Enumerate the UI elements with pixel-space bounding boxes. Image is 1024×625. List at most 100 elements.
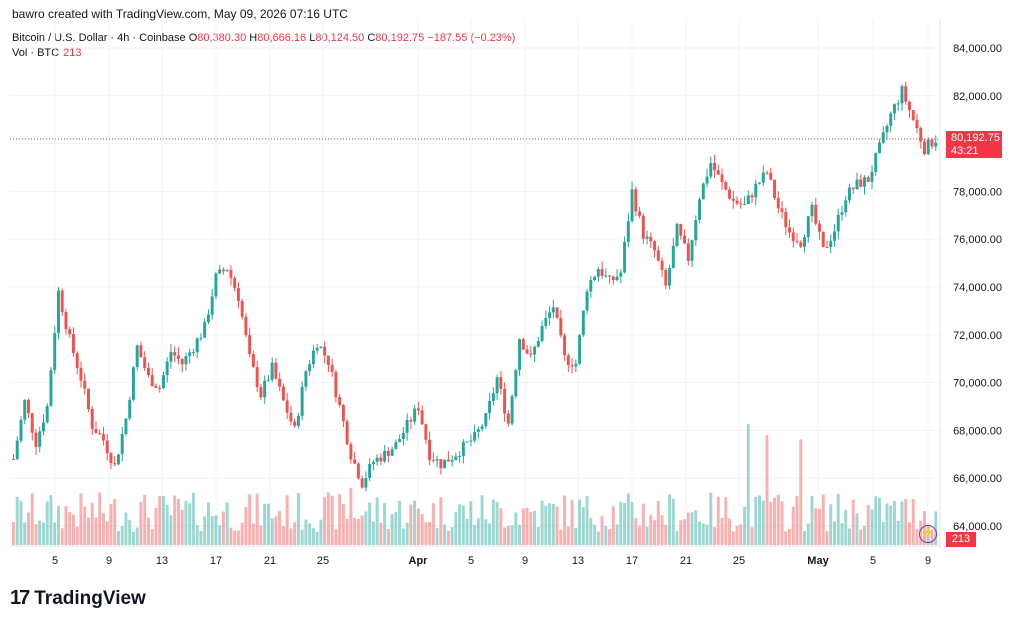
candle-body [930, 139, 934, 147]
candle-body [461, 441, 465, 456]
volume-bar [904, 498, 908, 545]
candle-body [776, 197, 780, 209]
volume-bar [611, 506, 615, 545]
volume-bar [596, 531, 600, 545]
candle-body [814, 204, 818, 224]
volume-bar [285, 495, 289, 545]
candle-body [641, 215, 645, 239]
volume-bar [109, 504, 113, 545]
y-tick-label: 68,000.00 [953, 425, 1002, 437]
volume-bar [716, 496, 720, 545]
candle-body [360, 478, 364, 488]
x-tick-label: May [807, 555, 829, 567]
chart-header: bawro created with TradingView.com, May … [12, 7, 348, 21]
volume-bar [90, 502, 94, 545]
volume-bar [878, 497, 881, 545]
candle-body [634, 189, 638, 212]
volume-bar [911, 498, 915, 545]
candle-body [428, 439, 432, 461]
candle-body [34, 432, 38, 447]
volume-bar [135, 527, 139, 545]
candle-body [533, 346, 537, 355]
candle-body [900, 86, 904, 104]
candle-body [619, 272, 623, 277]
candle-body [608, 275, 612, 277]
volume-bar [458, 504, 462, 545]
candle-body [495, 377, 499, 394]
candle-body [911, 110, 915, 120]
candle-body [735, 200, 739, 204]
candle-body [131, 367, 135, 400]
candle-body [878, 142, 881, 154]
candle-body [551, 307, 555, 313]
candle-body [870, 171, 874, 182]
volume-bar [360, 515, 364, 545]
volume-bar [660, 515, 664, 545]
volume-bar [308, 523, 312, 545]
candle-body [701, 183, 705, 200]
candle-body [630, 189, 634, 222]
candle-body [19, 419, 23, 441]
volume-bar [544, 505, 548, 545]
volume-bar [578, 499, 582, 545]
candle-body [488, 400, 492, 414]
volume-bar [251, 523, 255, 545]
volume-bar [34, 524, 38, 545]
volume-bar [105, 521, 109, 545]
candle-body [101, 434, 105, 441]
y-tick-label: 70,000.00 [953, 378, 1002, 390]
volume-bar [555, 506, 559, 545]
volume-bar [600, 515, 604, 545]
x-tick-label: Apr [409, 555, 429, 567]
candle-body [859, 179, 863, 187]
x-tick-label: 5 [52, 555, 58, 567]
volume-bar [859, 529, 863, 545]
volume-bar [683, 519, 687, 545]
volume-bar [409, 504, 413, 545]
candle-body [41, 422, 45, 432]
volume-label[interactable]: Vol · BTC [12, 47, 60, 59]
candle-body [225, 269, 229, 272]
volume-bar [266, 503, 270, 545]
volume-bar [191, 492, 195, 545]
candle-body [26, 399, 30, 414]
candle-body [210, 296, 214, 315]
volume-bar [443, 524, 447, 545]
volume-bar [581, 507, 585, 545]
volume-bar [364, 511, 368, 545]
volume-bar [38, 520, 42, 545]
candle-body [98, 433, 102, 435]
volume-bar [413, 500, 417, 545]
volume-bar [139, 501, 143, 545]
volume-bar [199, 530, 203, 545]
candle-body [671, 245, 675, 269]
candle-body [660, 260, 664, 270]
low-label: L [309, 32, 316, 44]
candle-body [578, 335, 582, 364]
watermark-text: TradingView [34, 587, 146, 609]
candle-body [278, 378, 282, 387]
candle-body [653, 241, 657, 251]
candle-body [581, 310, 585, 336]
volume-bar [94, 517, 98, 545]
x-tick-label: 5 [870, 555, 876, 567]
x-tick-label: 9 [522, 555, 528, 567]
candle-body [623, 242, 627, 273]
sparkle-icon[interactable]: ⚡ [919, 525, 937, 543]
candle-body [401, 432, 405, 440]
candle-body [420, 410, 424, 425]
volume-bar [889, 505, 893, 545]
candle-body [435, 459, 439, 461]
candle-body [195, 338, 199, 353]
candle-body [128, 399, 132, 419]
candle-body [754, 183, 758, 198]
candle-body [904, 86, 908, 102]
candle-body [203, 322, 207, 338]
volume-bar [180, 509, 184, 545]
candle-body [713, 163, 717, 171]
candle-body [829, 240, 833, 248]
volume-bar [503, 527, 507, 545]
x-tick-label: 13 [572, 555, 584, 567]
candle-body [656, 250, 660, 261]
